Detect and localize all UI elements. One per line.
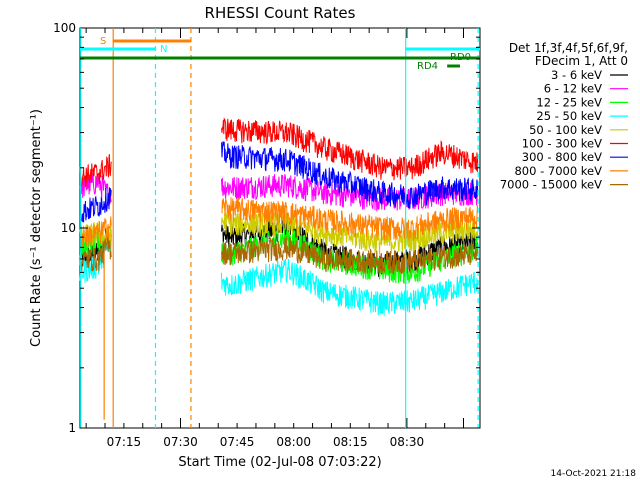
y-tick-label-1: 10 <box>61 221 76 235</box>
annotation-layer: S N RD0 RD4 <box>80 28 480 428</box>
legend-header-line-1: Det 1f,3f,4f,5f,6f,9f, <box>509 41 628 55</box>
legend-header-line-2: FDecim 1, Att 0 <box>535 54 628 68</box>
y-axis-label: Count Rate (s⁻¹ detector segment⁻¹) <box>29 109 44 347</box>
chart-title: RHESSI Count Rates <box>205 4 356 22</box>
annotation-label-1: N <box>160 44 167 55</box>
legend-label-1: 6 - 12 keV <box>544 82 602 96</box>
x-tick-label-4: 08:15 <box>333 435 368 449</box>
y-tick-label-0: 1 <box>68 421 76 435</box>
x-tick-label-3: 08:00 <box>276 435 311 449</box>
annotation-label-3: RD4 <box>417 61 438 72</box>
series-line-5 <box>79 117 479 190</box>
legend-label-4: 50 - 100 keV <box>529 123 602 137</box>
y-tick-label-2: 100 <box>53 21 76 35</box>
legend-label-6: 300 - 800 keV <box>522 150 602 164</box>
axes-layer: 1 10 100 07:15 07:30 07:45 08:00 08:15 08:30 <box>53 21 480 449</box>
timestamp: 14-Oct-2021 21:18 <box>551 469 637 479</box>
legend-label-7: 800 - 7000 keV <box>514 164 602 178</box>
x-axis-label: Start Time (02-Jul-08 07:03:22) <box>178 455 381 470</box>
series-layer <box>79 117 479 317</box>
annotation-label-2: RD0 <box>450 52 471 63</box>
annotation-label-0: S <box>100 36 106 47</box>
x-tick-label-0: 07:15 <box>107 435 142 449</box>
legend-label-2: 12 - 25 keV <box>536 95 602 109</box>
x-tick-label-5: 08:30 <box>390 435 425 449</box>
series-line-7 <box>79 197 479 250</box>
legend-label-5: 100 - 300 keV <box>522 137 602 151</box>
legend-label-3: 25 - 50 keV <box>536 109 602 123</box>
legend: Det 1f,3f,4f,5f,6f,9f, FDecim 1, Att 0 3… <box>500 41 628 192</box>
legend-label-8: 7000 - 15000 keV <box>500 178 602 192</box>
x-tick-label-2: 07:45 <box>220 435 255 449</box>
series-line-6 <box>79 141 479 223</box>
legend-label-0: 3 - 6 keV <box>551 68 602 82</box>
x-tick-label-1: 07:30 <box>163 435 198 449</box>
series-line-8 <box>79 236 479 275</box>
